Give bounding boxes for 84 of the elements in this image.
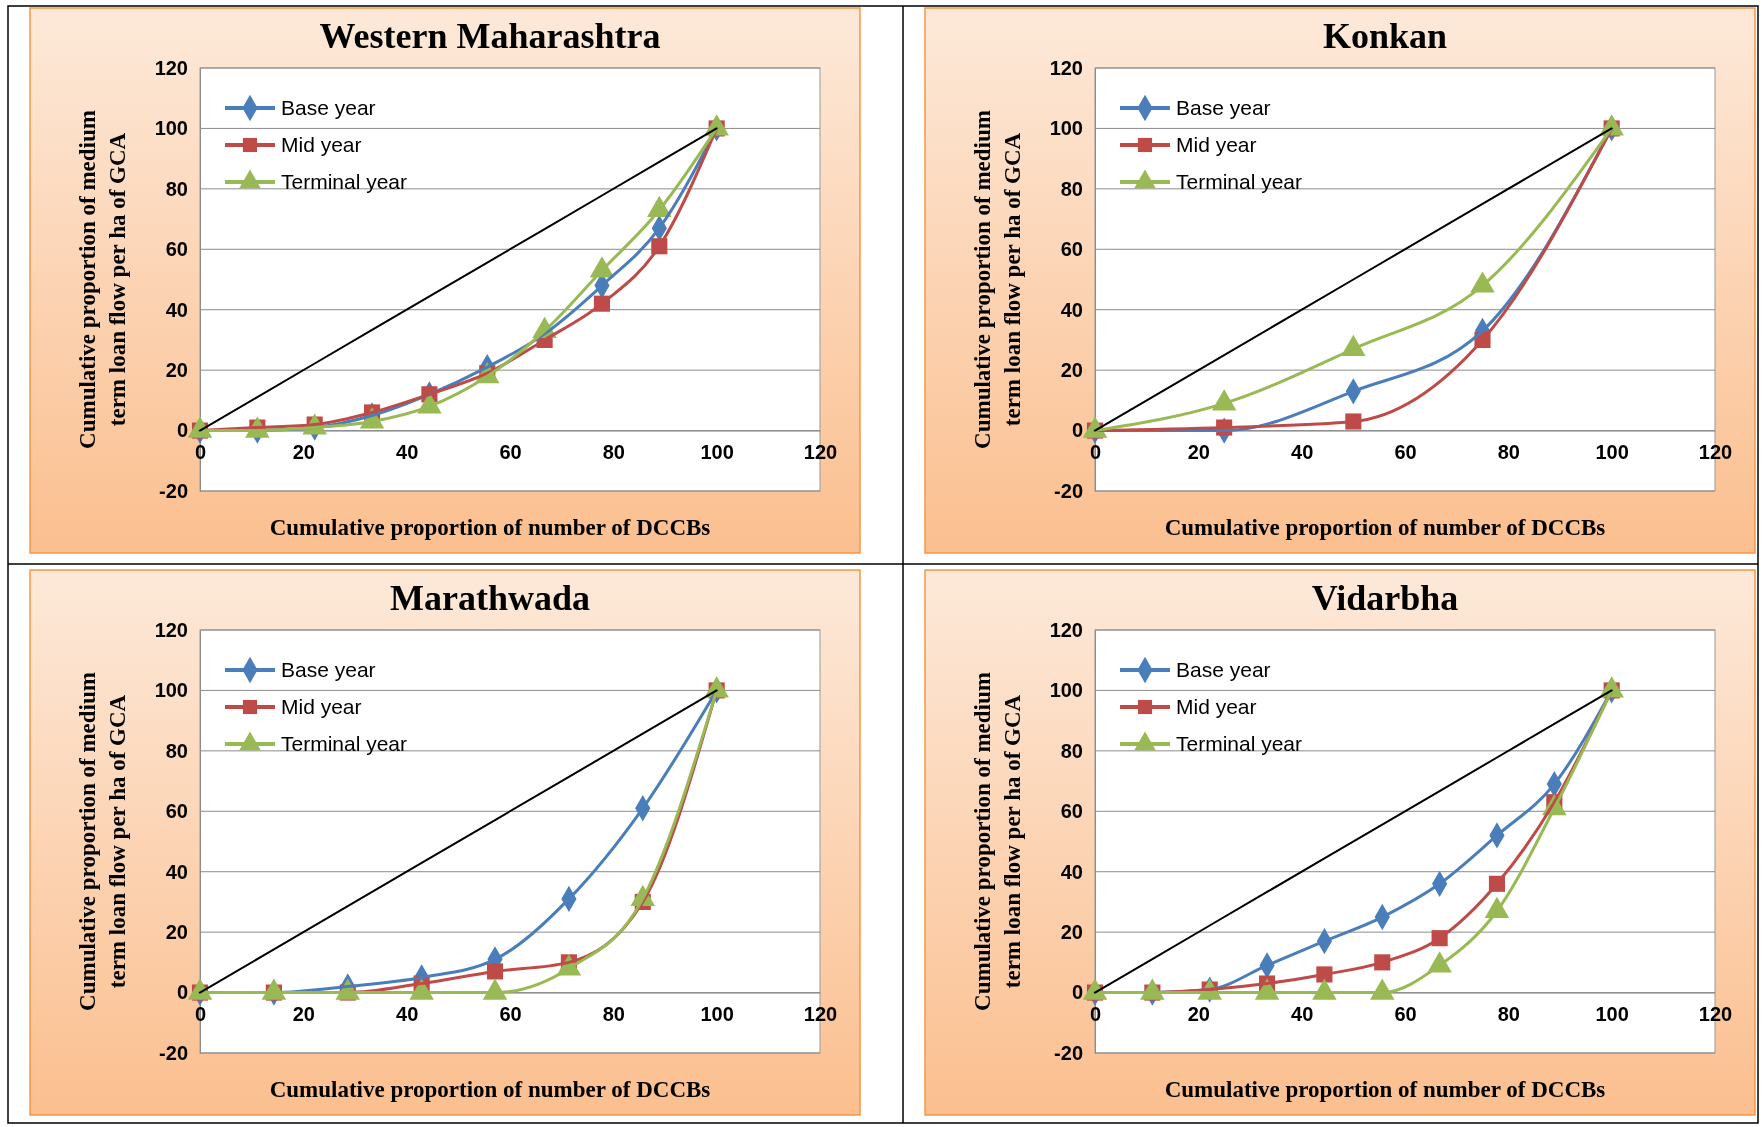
x-tick-label: 80: [1497, 440, 1520, 463]
y-tick-label: 40: [165, 298, 188, 321]
y-axis-title: Cumulative proportion of medium term loan flow per ha of GCA: [970, 672, 1025, 1011]
chart-title: Western Maharashtra: [319, 16, 661, 56]
y-tick-label: -20: [1054, 479, 1083, 502]
x-tick-label: 120: [1698, 440, 1733, 463]
chart-title: Konkan: [1322, 16, 1448, 56]
y-tick-label: 100: [1049, 679, 1083, 702]
chart-title: Marathwada: [390, 578, 590, 618]
y-axis-title: Cumulative proportion of medium term loan flow per ha of GCA: [75, 110, 130, 449]
y-tick-label: 60: [165, 238, 188, 261]
y-tick-label: 0: [176, 981, 188, 1004]
x-tick-label: 120: [803, 1002, 838, 1025]
x-tick-label: 100: [700, 1002, 734, 1025]
legend-label: Mid year: [1176, 695, 1257, 718]
x-tick-label: 80: [1497, 1002, 1520, 1025]
y-tick-label: 80: [165, 739, 188, 762]
x-tick-label: 20: [1187, 440, 1210, 463]
y-tick-label: 80: [1060, 739, 1083, 762]
x-tick-label: 100: [1595, 1002, 1629, 1025]
legend-label: Base year: [281, 658, 376, 681]
y-axis-title: Cumulative proportion of medium term loan flow per ha of GCA: [75, 672, 130, 1011]
x-tick-label: 100: [1595, 440, 1629, 463]
legend-label: Mid year: [281, 695, 362, 718]
y-tick-label: 100: [154, 117, 188, 140]
x-tick-label: 40: [396, 440, 419, 463]
legend-label: Base year: [1176, 96, 1271, 119]
x-tick-label: 60: [1394, 1002, 1417, 1025]
legend-label: Mid year: [281, 133, 362, 156]
y-tick-label: -20: [1054, 1041, 1083, 1064]
x-tick-label: 20: [1187, 1002, 1210, 1025]
y-tick-label: 0: [1071, 419, 1083, 442]
x-tick-label: 120: [803, 440, 838, 463]
y-tick-label: 120: [1049, 56, 1083, 79]
y-tick-label: 100: [154, 679, 188, 702]
legend-label: Terminal year: [1176, 170, 1303, 193]
x-tick-label: 40: [1291, 440, 1314, 463]
y-axis-title: Cumulative proportion of medium term loan flow per ha of GCA: [970, 110, 1025, 449]
legend-label: Mid year: [1176, 133, 1257, 156]
x-tick-label: 0: [1089, 1002, 1102, 1025]
y-tick-label: 20: [1060, 921, 1083, 944]
y-tick-label: 120: [1049, 618, 1083, 641]
legend-label: Terminal year: [281, 732, 408, 755]
x-tick-label: 100: [700, 440, 734, 463]
x-axis-title: Cumulative proportion of number of DCCBs: [269, 1077, 711, 1102]
x-tick-label: 40: [396, 1002, 419, 1025]
x-tick-label: 60: [499, 1002, 522, 1025]
x-tick-label: 120: [1698, 1002, 1733, 1025]
y-tick-label: 0: [1071, 981, 1083, 1004]
legend-label: Terminal year: [1176, 732, 1303, 755]
x-tick-label: 60: [499, 440, 522, 463]
y-tick-label: 60: [165, 800, 188, 823]
y-tick-label: 60: [1060, 238, 1083, 261]
y-tick-label: 20: [1060, 359, 1083, 382]
y-tick-label: 40: [1060, 860, 1083, 883]
y-tick-label: 80: [165, 177, 188, 200]
y-tick-label: 120: [154, 56, 188, 79]
x-axis-title: Cumulative proportion of number of DCCBs: [1164, 515, 1606, 540]
legend-label: Terminal year: [281, 170, 408, 193]
x-axis-title: Cumulative proportion of number of DCCBs: [269, 515, 711, 540]
x-tick-label: 40: [1291, 1002, 1314, 1025]
y-tick-label: 100: [1049, 117, 1083, 140]
x-tick-label: 80: [602, 440, 625, 463]
chart-title: Vidarbha: [1311, 578, 1459, 618]
x-axis-title: Cumulative proportion of number of DCCBs: [1164, 1077, 1606, 1102]
legend-label: Base year: [1176, 658, 1271, 681]
x-tick-label: 0: [194, 440, 207, 463]
y-tick-label: 120: [154, 618, 188, 641]
x-tick-label: 80: [602, 1002, 625, 1025]
x-tick-label: 0: [1089, 440, 1102, 463]
y-tick-label: 80: [1060, 177, 1083, 200]
y-tick-label: 20: [165, 359, 188, 382]
legend-label: Base year: [281, 96, 376, 119]
y-tick-label: 40: [165, 860, 188, 883]
x-tick-label: 60: [1394, 440, 1417, 463]
y-tick-label: -20: [159, 1041, 188, 1064]
y-tick-label: 60: [1060, 800, 1083, 823]
x-tick-label: 20: [292, 1002, 315, 1025]
x-tick-label: 20: [292, 440, 315, 463]
y-tick-label: 40: [1060, 298, 1083, 321]
x-tick-label: 0: [194, 1002, 207, 1025]
y-tick-label: 20: [165, 921, 188, 944]
y-tick-label: -20: [159, 479, 188, 502]
y-tick-label: 0: [176, 419, 188, 442]
